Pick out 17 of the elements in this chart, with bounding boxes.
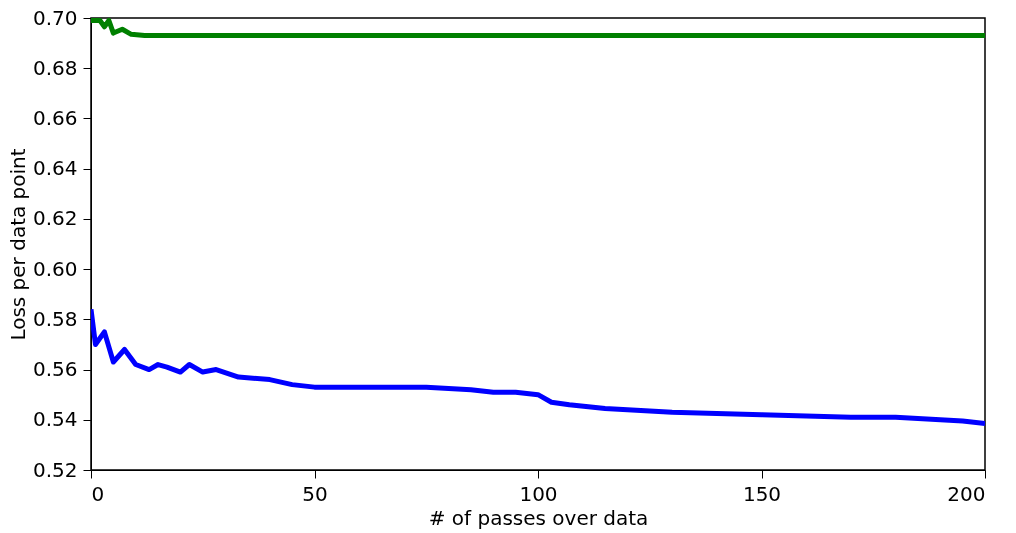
y-tick-label: 0.70 [32, 5, 78, 30]
y-tick-label: 0.60 [32, 256, 78, 281]
y-tick-label: 0.64 [32, 156, 78, 181]
x-tick-label: 200 [947, 481, 986, 506]
y-tick-label: 0.54 [32, 407, 78, 432]
y-tick-label: 0.62 [32, 206, 78, 231]
y-tick-label: 0.52 [32, 457, 78, 482]
y-tick-label: 0.68 [32, 55, 78, 80]
y-tick-label: 0.56 [32, 357, 78, 382]
x-tick-label: 0 [91, 481, 105, 506]
x-tick-label: 150 [742, 481, 782, 506]
y-axis-title: Loss per data point [5, 148, 30, 341]
y-tick-label: 0.58 [32, 306, 78, 331]
y-tick-label: 0.66 [32, 105, 78, 130]
x-axis-title: # of passes over data [428, 505, 649, 530]
x-tick-label: 50 [302, 481, 328, 506]
x-tick-label: 100 [519, 481, 558, 506]
